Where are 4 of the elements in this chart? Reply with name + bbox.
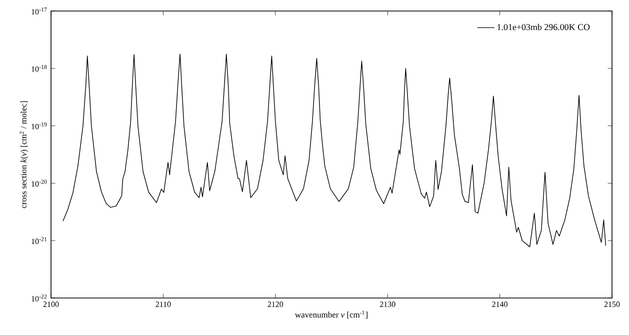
y-axis-title: cross section k(ν) [cm$^{2}$ / molec] [20, 101, 28, 208]
x-axis-title: wavenumber ν [cm$^{-1}$] [294, 310, 368, 319]
legend-label: 1.01e+03mb 296.00K CO [498, 24, 590, 30]
line-series [62, 54, 606, 248]
